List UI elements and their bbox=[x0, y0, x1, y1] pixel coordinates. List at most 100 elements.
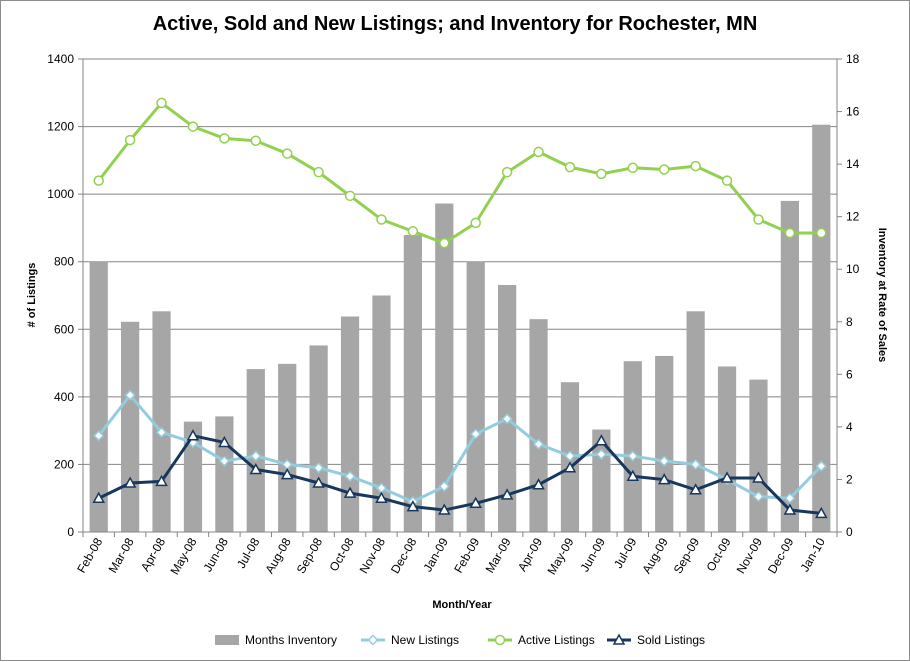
data-point bbox=[186, 429, 200, 441]
y2-tick-label: 4 bbox=[846, 420, 853, 434]
data-point bbox=[753, 214, 764, 225]
x-tick-label: Aug-09 bbox=[639, 535, 671, 576]
bar bbox=[749, 379, 768, 532]
x-tick-label: Sep-09 bbox=[671, 535, 703, 576]
legend-label: Sold Listings bbox=[637, 633, 705, 647]
y-tick-label: 200 bbox=[54, 457, 74, 471]
legend-label: Active Listings bbox=[518, 633, 595, 647]
x-tick-label: May-08 bbox=[167, 535, 199, 577]
chart-title: Active, Sold and New Listings; and Inven… bbox=[152, 13, 758, 35]
y-tick-label: 1400 bbox=[47, 52, 74, 66]
data-point bbox=[156, 97, 167, 109]
series-line bbox=[97, 101, 822, 245]
data-point bbox=[627, 162, 639, 174]
data-point bbox=[657, 473, 671, 485]
bar bbox=[403, 235, 422, 533]
x-tick-label: Apr-08 bbox=[138, 535, 168, 573]
y2-tick-label: 14 bbox=[846, 157, 860, 171]
data-point bbox=[658, 455, 670, 467]
bar bbox=[529, 319, 548, 532]
data-point bbox=[438, 480, 450, 492]
bar bbox=[215, 416, 234, 532]
x-axis-label: Month/Year bbox=[432, 599, 492, 611]
y-axis-label: # of Listings bbox=[26, 263, 38, 328]
x-tick-label: Mar-08 bbox=[106, 535, 137, 575]
bar bbox=[183, 421, 203, 532]
y-tick-label: 1000 bbox=[47, 187, 74, 201]
data-point bbox=[563, 461, 577, 473]
data-point bbox=[93, 175, 104, 186]
data-point bbox=[406, 500, 420, 512]
data-point bbox=[752, 490, 765, 503]
data-point bbox=[92, 491, 105, 503]
data-point bbox=[494, 634, 506, 646]
data-point bbox=[313, 462, 325, 474]
data-point bbox=[690, 458, 702, 470]
x-tick-label: Jan-09 bbox=[420, 535, 451, 574]
bar bbox=[655, 355, 674, 532]
y2-tick-label: 10 bbox=[846, 262, 860, 276]
data-point bbox=[690, 160, 701, 172]
data-point bbox=[532, 478, 545, 490]
data-point bbox=[533, 146, 544, 158]
bar bbox=[466, 261, 485, 532]
data-point bbox=[250, 450, 262, 462]
data-point bbox=[124, 389, 136, 401]
y2-tick-label: 18 bbox=[846, 52, 860, 66]
bar bbox=[340, 316, 360, 532]
data-point bbox=[752, 471, 765, 483]
y2-tick-label: 12 bbox=[846, 210, 860, 224]
y2-tick-label: 0 bbox=[846, 525, 853, 539]
data-point bbox=[280, 468, 294, 480]
data-point bbox=[720, 471, 734, 483]
y2-tick-label: 8 bbox=[846, 315, 853, 329]
data-point bbox=[376, 214, 387, 225]
data-point bbox=[784, 227, 796, 239]
data-point bbox=[626, 469, 640, 482]
x-tick-label: Feb-08 bbox=[74, 535, 105, 575]
data-point bbox=[313, 166, 324, 178]
x-tick-label: Aug-08 bbox=[262, 535, 294, 576]
data-point bbox=[469, 496, 482, 509]
x-tick-label: Jun-09 bbox=[577, 535, 608, 574]
y-tick-label: 400 bbox=[54, 390, 74, 404]
x-tick-label: May-09 bbox=[544, 535, 576, 577]
x-tick-label: Jul-08 bbox=[234, 535, 263, 571]
data-point bbox=[815, 506, 828, 519]
data-point bbox=[689, 483, 702, 495]
x-tick-label: Mar-09 bbox=[483, 535, 514, 575]
data-point bbox=[784, 492, 796, 504]
series-line bbox=[98, 434, 822, 515]
data-point bbox=[470, 217, 481, 229]
data-point bbox=[500, 488, 514, 500]
data-point bbox=[501, 166, 513, 178]
data-point bbox=[187, 121, 199, 132]
x-tick-label: Jul-09 bbox=[611, 535, 640, 571]
data-point bbox=[375, 491, 388, 503]
y2-tick-label: 6 bbox=[846, 367, 853, 381]
data-point bbox=[532, 438, 545, 450]
x-tick-label: Nov-08 bbox=[357, 535, 389, 576]
legend-label: Months Inventory bbox=[245, 633, 337, 647]
x-tick-label: Apr-09 bbox=[515, 535, 545, 573]
data-point bbox=[123, 476, 137, 488]
data-point bbox=[658, 164, 670, 175]
data-point bbox=[438, 503, 451, 515]
x-tick-label: Dec-09 bbox=[765, 535, 797, 576]
data-point bbox=[367, 634, 379, 646]
bar bbox=[152, 311, 171, 532]
legend: Months Inventory New Listings Active Listi… bbox=[215, 633, 705, 647]
bar bbox=[278, 363, 297, 532]
data-point bbox=[501, 413, 513, 425]
data-point bbox=[124, 134, 136, 146]
data-point bbox=[721, 175, 733, 186]
y-tick-label: 800 bbox=[54, 255, 74, 269]
data-point bbox=[439, 237, 450, 249]
x-tick-label: Dec-08 bbox=[388, 535, 420, 576]
data-point bbox=[612, 633, 626, 645]
data-point bbox=[218, 435, 231, 448]
data-point bbox=[407, 226, 419, 237]
x-tick-label: Jan-10 bbox=[797, 535, 828, 574]
